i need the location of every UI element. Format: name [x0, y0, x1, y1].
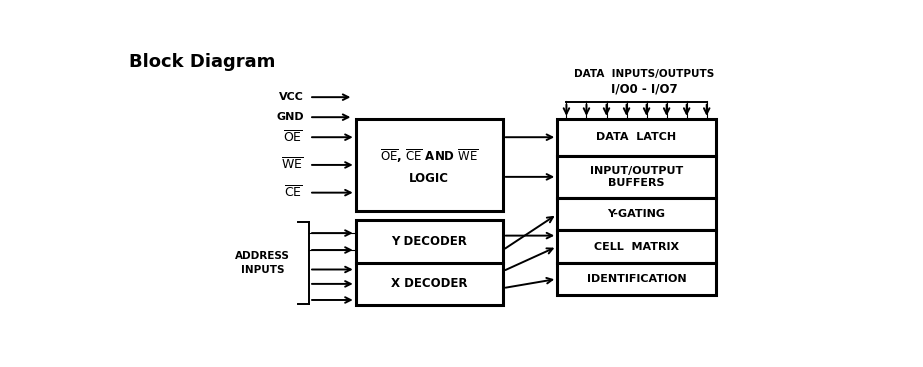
- Bar: [355, 220, 503, 305]
- Text: Y DECODER: Y DECODER: [391, 235, 467, 248]
- Text: I/O0 - I/O7: I/O0 - I/O7: [611, 83, 677, 96]
- Text: Y-GATING: Y-GATING: [607, 209, 665, 219]
- Bar: [557, 156, 716, 198]
- Text: $\overline{\rm WE}$: $\overline{\rm WE}$: [281, 157, 303, 172]
- Text: LOGIC: LOGIC: [409, 172, 450, 185]
- Bar: [355, 119, 503, 211]
- Text: $\overline{\rm OE}$, $\overline{\rm CE}$ AND $\overline{\rm WE}$: $\overline{\rm OE}$, $\overline{\rm CE}$…: [380, 147, 479, 165]
- Text: IDENTIFICATION: IDENTIFICATION: [587, 274, 687, 284]
- Text: VCC: VCC: [279, 92, 304, 102]
- Text: $\overline{\rm OE}$: $\overline{\rm OE}$: [283, 130, 303, 145]
- Bar: [557, 198, 716, 230]
- Text: DATA  INPUTS/OUTPUTS: DATA INPUTS/OUTPUTS: [574, 69, 714, 79]
- Text: X DECODER: X DECODER: [391, 277, 468, 290]
- Text: Block Diagram: Block Diagram: [129, 53, 276, 71]
- Text: ADDRESS: ADDRESS: [235, 251, 290, 261]
- Text: $\overline{\rm CE}$: $\overline{\rm CE}$: [284, 185, 303, 200]
- Text: GND: GND: [276, 112, 304, 122]
- Text: DATA  LATCH: DATA LATCH: [596, 132, 677, 142]
- Bar: [557, 230, 716, 263]
- Bar: [557, 119, 716, 156]
- Text: INPUT/OUTPUT
BUFFERS: INPUT/OUTPUT BUFFERS: [590, 166, 683, 188]
- Bar: [557, 263, 716, 295]
- Text: CELL  MATRIX: CELL MATRIX: [594, 241, 679, 251]
- Text: INPUTS: INPUTS: [241, 265, 284, 275]
